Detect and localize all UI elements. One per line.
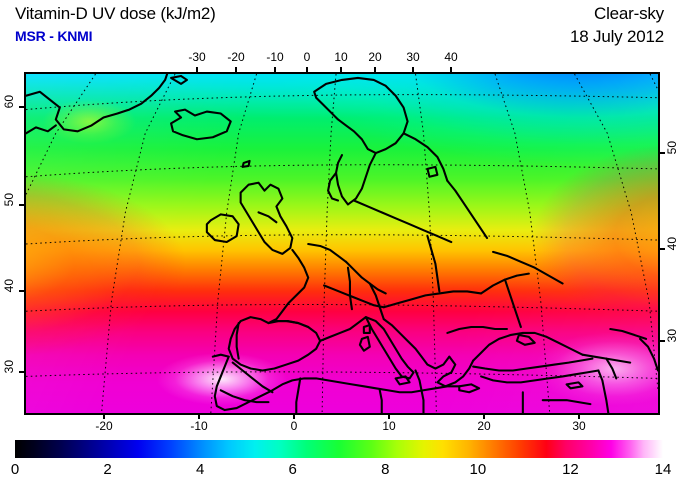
right-axis-tick <box>660 248 665 250</box>
bottom-axis-tick <box>103 414 105 419</box>
left-axis-label: 60 <box>2 95 16 109</box>
top-axis-tick <box>235 67 237 72</box>
colorbar-tick-label: 4 <box>195 461 205 478</box>
left-axis-tick <box>19 371 24 373</box>
top-axis-label: -20 <box>227 50 245 64</box>
bottom-axis-label: 20 <box>477 419 491 433</box>
colorbar-tick-label: 14 <box>654 461 672 478</box>
bottom-axis-label: -20 <box>95 419 113 433</box>
top-axis-label: 20 <box>368 50 382 64</box>
colorbar-tick-label: 2 <box>103 461 112 478</box>
bottom-axis-label: -10 <box>190 419 208 433</box>
colorbar-tick-label: 10 <box>469 461 487 478</box>
top-axis-label: -10 <box>266 50 284 64</box>
top-axis-label: 10 <box>334 50 348 64</box>
page-title: Vitamin-D UV dose (kJ/m2) <box>15 4 216 23</box>
colorbar <box>15 440 663 458</box>
uv-field-levant-hot-core <box>26 74 658 413</box>
left-axis-tick <box>19 106 24 108</box>
top-axis-tick <box>340 67 342 72</box>
bottom-axis-label: 0 <box>290 419 298 433</box>
right-axis-label: 40 <box>665 237 678 251</box>
coastline-and-border-lines <box>26 74 658 413</box>
top-axis-label: -30 <box>188 50 206 64</box>
right-axis-tick <box>660 152 665 154</box>
left-axis-label: 40 <box>2 279 16 293</box>
top-axis-label: 0 <box>303 50 311 64</box>
bottom-axis-tick <box>198 414 200 419</box>
bottom-axis-tick <box>483 414 485 419</box>
top-axis-tick <box>196 67 198 72</box>
uv-dose-field <box>26 74 658 413</box>
data-source-label: MSR - KNMI <box>15 28 93 44</box>
bottom-axis-label: 10 <box>382 419 396 433</box>
colorbar-tick-label: 6 <box>288 461 297 478</box>
top-axis-label: 40 <box>444 50 458 64</box>
right-axis-tick <box>660 340 665 342</box>
right-axis-label: 30 <box>665 329 678 343</box>
colorbar-tick-label: 12 <box>562 461 579 478</box>
colorbar-gradient <box>15 440 663 458</box>
map-plot-area <box>24 72 660 415</box>
graticule-lines <box>26 74 658 413</box>
left-axis-label: 50 <box>2 193 16 207</box>
sky-condition-label: Clear-sky <box>594 4 664 23</box>
top-axis-tick <box>374 67 376 72</box>
top-axis-tick <box>274 67 276 72</box>
top-axis-tick <box>450 67 452 72</box>
left-axis-tick <box>19 204 24 206</box>
top-axis-tick <box>306 67 308 72</box>
bottom-axis-label: 30 <box>572 419 586 433</box>
left-axis-tick <box>19 290 24 292</box>
bottom-axis-tick <box>388 414 390 419</box>
colorbar-tick-label: 8 <box>381 461 390 478</box>
top-axis-label: 30 <box>406 50 420 64</box>
left-axis-label: 30 <box>2 360 16 374</box>
top-axis-tick <box>412 67 414 72</box>
bottom-axis-tick <box>293 414 295 419</box>
colorbar-tick-label: 0 <box>10 461 20 478</box>
date-label: 18 July 2012 <box>569 27 664 46</box>
bottom-axis-tick <box>578 414 580 419</box>
right-axis-label: 50 <box>665 141 678 155</box>
uv-field-smoothing-overlay <box>26 74 658 413</box>
